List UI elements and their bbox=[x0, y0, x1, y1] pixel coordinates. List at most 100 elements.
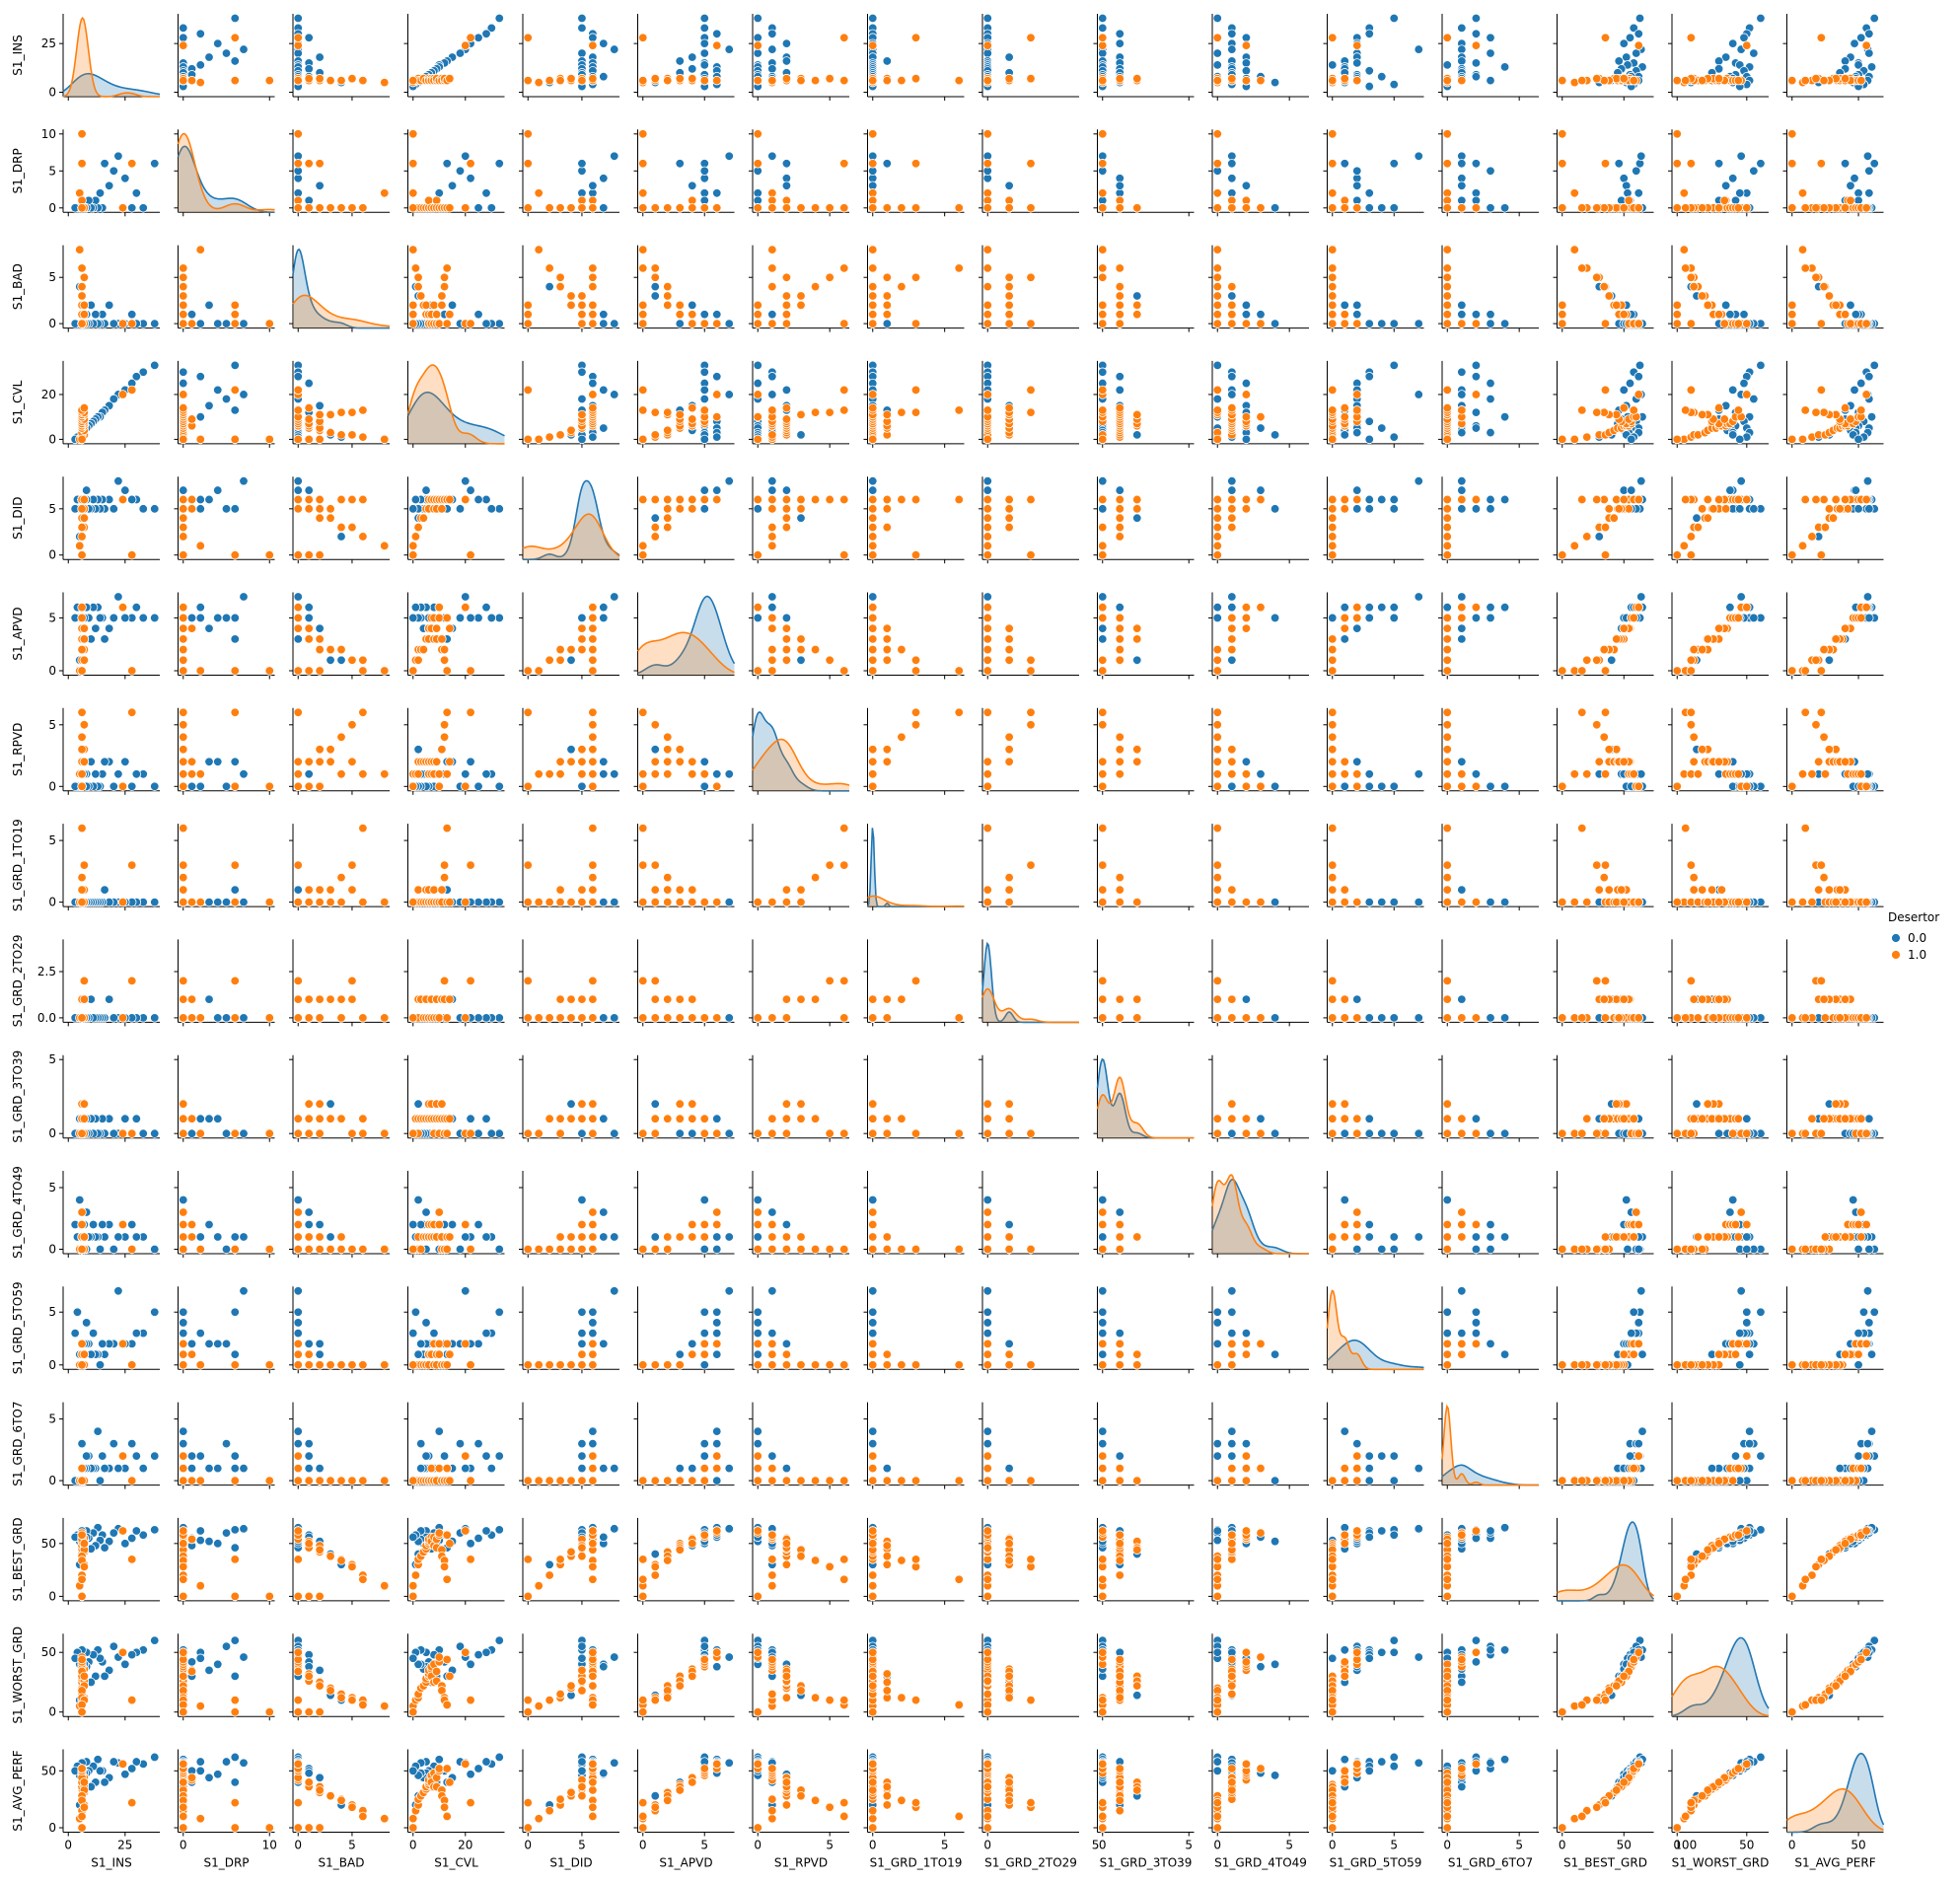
point-1.0 bbox=[1212, 385, 1222, 396]
point-0.0 bbox=[1414, 151, 1423, 162]
point-1.0 bbox=[663, 203, 673, 213]
point-1.0 bbox=[523, 434, 533, 445]
point-1.0 bbox=[315, 494, 325, 505]
point-0.0 bbox=[650, 281, 660, 292]
point-0.0 bbox=[1471, 504, 1482, 514]
point-1.0 bbox=[839, 494, 849, 505]
point-1.0 bbox=[1212, 203, 1222, 213]
point-1.0 bbox=[839, 319, 849, 328]
point-1.0 bbox=[1442, 522, 1452, 533]
point-0.0 bbox=[675, 159, 685, 169]
point-1.0 bbox=[1558, 203, 1567, 213]
point-0.0 bbox=[1364, 494, 1374, 505]
point-1.0 bbox=[230, 434, 240, 445]
point-1.0 bbox=[1227, 504, 1237, 514]
point-1.0 bbox=[650, 522, 660, 533]
point-1.0 bbox=[1132, 409, 1142, 420]
point-0.0 bbox=[150, 360, 160, 371]
panel-S1_DID-vs-S1_CVL bbox=[403, 476, 505, 564]
point-1.0 bbox=[868, 159, 878, 169]
point-1.0 bbox=[663, 407, 673, 417]
point-0.0 bbox=[315, 400, 325, 411]
point-1.0 bbox=[77, 532, 87, 542]
y-tick-label: 5 bbox=[48, 270, 56, 284]
point-1.0 bbox=[1442, 129, 1452, 139]
point-0.0 bbox=[204, 52, 214, 62]
point-1.0 bbox=[688, 310, 697, 320]
point-1.0 bbox=[523, 33, 533, 42]
point-0.0 bbox=[1471, 58, 1482, 68]
point-1.0 bbox=[1004, 310, 1014, 320]
point-1.0 bbox=[982, 532, 992, 542]
point-0.0 bbox=[1471, 159, 1482, 169]
point-1.0 bbox=[1800, 75, 1810, 86]
point-1.0 bbox=[588, 402, 598, 413]
point-1.0 bbox=[882, 291, 893, 301]
point-0.0 bbox=[1364, 81, 1374, 92]
point-0.0 bbox=[109, 504, 119, 514]
point-0.0 bbox=[1241, 434, 1252, 445]
point-0.0 bbox=[599, 423, 609, 433]
point-1.0 bbox=[982, 390, 992, 399]
point-0.0 bbox=[1864, 48, 1874, 58]
point-1.0 bbox=[1811, 73, 1821, 84]
point-0.0 bbox=[239, 44, 249, 54]
point-0.0 bbox=[239, 390, 249, 399]
point-1.0 bbox=[688, 203, 697, 213]
point-1.0 bbox=[1742, 203, 1752, 213]
point-0.0 bbox=[1864, 188, 1874, 198]
point-1.0 bbox=[1797, 245, 1808, 254]
point-1.0 bbox=[1861, 319, 1871, 328]
point-1.0 bbox=[712, 75, 722, 86]
point-1.0 bbox=[1442, 319, 1452, 328]
point-1.0 bbox=[675, 494, 685, 505]
point-1.0 bbox=[1212, 291, 1222, 301]
point-1.0 bbox=[461, 40, 471, 50]
point-1.0 bbox=[753, 75, 762, 86]
point-1.0 bbox=[1604, 504, 1614, 514]
point-1.0 bbox=[79, 310, 90, 320]
point-1.0 bbox=[1132, 504, 1142, 514]
point-1.0 bbox=[1787, 310, 1797, 320]
panel-S1_BAD-vs-S1_CVL bbox=[403, 245, 505, 332]
point-0.0 bbox=[1499, 319, 1510, 328]
point-0.0 bbox=[1457, 56, 1467, 66]
point-0.0 bbox=[796, 430, 806, 440]
point-0.0 bbox=[1256, 310, 1266, 320]
point-1.0 bbox=[810, 75, 821, 86]
panel-S1_DID-vs-S1_GRD_1TO19 bbox=[863, 476, 965, 564]
point-1.0 bbox=[1026, 407, 1036, 417]
point-0.0 bbox=[1389, 319, 1399, 328]
point-1.0 bbox=[534, 434, 544, 445]
point-1.0 bbox=[1115, 73, 1125, 84]
point-0.0 bbox=[1340, 300, 1349, 311]
point-1.0 bbox=[293, 40, 303, 50]
point-0.0 bbox=[1486, 75, 1495, 86]
point-1.0 bbox=[1686, 385, 1697, 396]
point-1.0 bbox=[868, 319, 878, 328]
point-1.0 bbox=[523, 319, 533, 328]
point-1.0 bbox=[1328, 300, 1338, 311]
point-1.0 bbox=[293, 129, 303, 139]
point-0.0 bbox=[1850, 38, 1859, 48]
point-1.0 bbox=[868, 541, 878, 551]
point-0.0 bbox=[577, 48, 587, 58]
point-1.0 bbox=[408, 203, 418, 213]
point-1.0 bbox=[767, 319, 777, 328]
point-0.0 bbox=[113, 151, 123, 162]
point-1.0 bbox=[1115, 494, 1125, 505]
point-1.0 bbox=[650, 272, 660, 282]
point-0.0 bbox=[688, 181, 697, 191]
point-1.0 bbox=[304, 203, 314, 213]
point-0.0 bbox=[1864, 372, 1874, 382]
point-1.0 bbox=[868, 310, 878, 320]
point-1.0 bbox=[1328, 203, 1338, 213]
point-1.0 bbox=[1679, 188, 1690, 198]
point-1.0 bbox=[347, 430, 357, 440]
point-0.0 bbox=[179, 23, 188, 34]
point-1.0 bbox=[408, 75, 418, 86]
point-1.0 bbox=[1442, 494, 1452, 505]
point-0.0 bbox=[767, 476, 777, 486]
point-1.0 bbox=[179, 310, 188, 320]
panel-S1_BAD-vs-S1_BEST_GRD bbox=[1553, 245, 1654, 332]
